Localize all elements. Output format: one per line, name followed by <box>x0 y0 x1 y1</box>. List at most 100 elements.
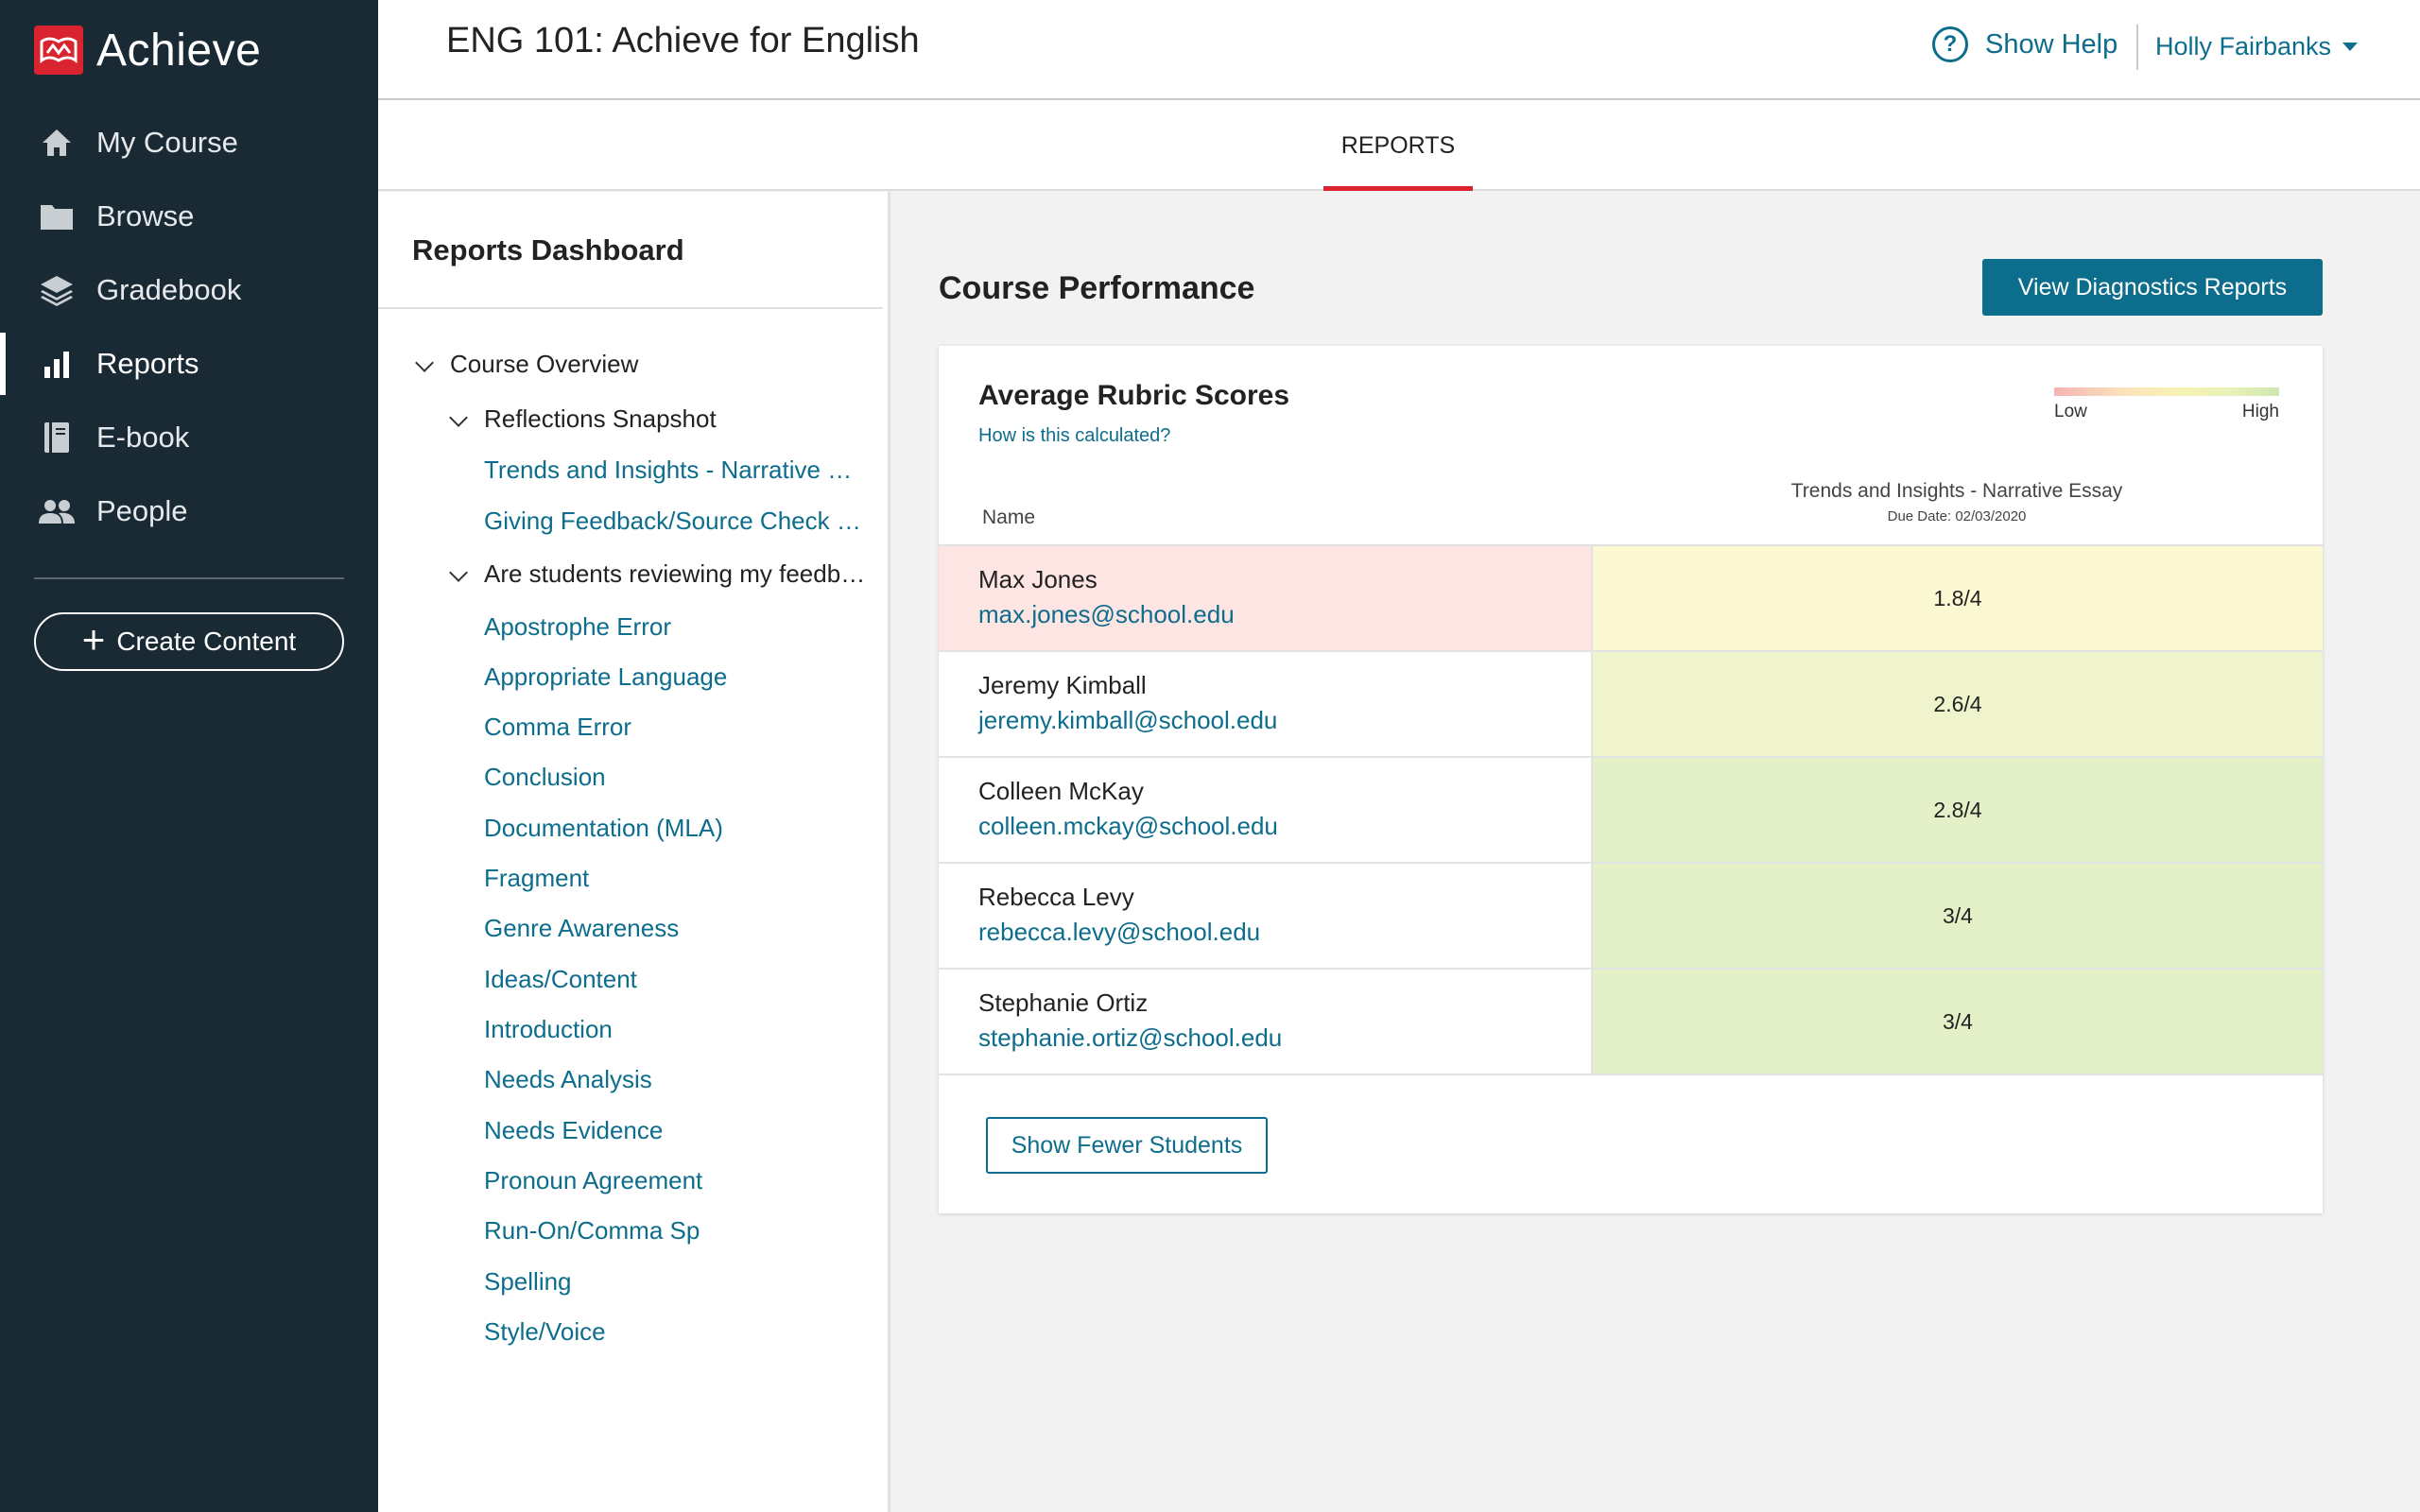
tree-link[interactable]: Style/Voice <box>484 1317 606 1346</box>
people-icon <box>38 492 76 530</box>
sidebar-item-my-course[interactable]: My Course <box>0 106 378 180</box>
course-performance-title: Course Performance <box>939 270 1255 306</box>
tree-link[interactable]: Conclusion <box>484 763 606 791</box>
student-cell: Rebecca Levy rebecca.levy@school.edu <box>939 864 1591 968</box>
tree-link[interactable]: Ideas/Content <box>484 965 637 993</box>
student-email-link[interactable]: rebecca.levy@school.edu <box>978 918 1261 946</box>
sidebar: Achieve My Course Browse Gradebook Repor… <box>0 0 378 1512</box>
student-name: Rebecca Levy <box>978 883 1134 911</box>
score-cell[interactable]: 3/4 <box>1591 864 2323 968</box>
panel-divider <box>378 307 883 309</box>
sidebar-item-label: Reports <box>96 347 199 380</box>
show-help-label: Show Help <box>1985 28 2118 60</box>
table-row: Jeremy Kimball jeremy.kimball@school.edu 2… <box>939 652 2323 758</box>
create-content-label: Create Content <box>116 627 297 656</box>
score-cell[interactable]: 2.6/4 <box>1591 652 2323 756</box>
show-fewer-students-button[interactable]: Show Fewer Students <box>986 1117 1268 1174</box>
score-cell[interactable]: 2.8/4 <box>1591 758 2323 862</box>
tree-feedback-group[interactable]: Are students reviewing my feedback? <box>484 559 866 588</box>
create-content-button[interactable]: + Create Content <box>34 612 344 671</box>
tab-bar: REPORTS <box>378 100 2420 191</box>
user-menu[interactable]: Holly Fairbanks <box>2155 32 2359 61</box>
name-column-header: Name <box>982 507 1036 528</box>
home-icon <box>38 124 76 162</box>
tab-label: REPORTS <box>1340 131 1456 159</box>
show-help-button[interactable]: ? Show Help <box>1932 26 2118 62</box>
tree-link-trends-insights[interactable]: Trends and Insights - Narrative Essay <box>484 455 866 484</box>
tree-link[interactable]: Run-On/Comma Sp <box>484 1216 700 1245</box>
assignment-column-header[interactable]: Trends and Insights - Narrative Essay Du… <box>1591 480 2323 524</box>
table-row: Rebecca Levy rebecca.levy@school.edu 3/4 <box>939 864 2323 970</box>
rubric-scores-card: Average Rubric Scores How is this calcul… <box>939 346 2323 1213</box>
table-row: Stephanie Ortiz stephanie.ortiz@school.ed… <box>939 970 2323 1075</box>
legend-gradient-bar <box>2054 387 2279 396</box>
score-cell[interactable]: 3/4 <box>1591 970 2323 1074</box>
folder-icon <box>38 198 76 235</box>
student-email-link[interactable]: colleen.mckay@school.edu <box>978 812 1278 840</box>
student-name: Jeremy Kimball <box>978 671 1147 699</box>
assignment-due-date: Due Date: 02/03/2020 <box>1887 508 2027 524</box>
reports-dashboard-panel: Reports Dashboard Course Overview Reflec… <box>378 192 890 1512</box>
tree-link[interactable]: Apostrophe Error <box>484 612 671 641</box>
sidebar-item-label: Gradebook <box>96 273 242 306</box>
sidebar-item-label: E-book <box>96 421 190 454</box>
sidebar-item-people[interactable]: People <box>0 474 378 548</box>
top-header: ENG 101: Achieve for English ? Show Help… <box>378 0 2420 100</box>
tab-reports[interactable]: REPORTS <box>1323 100 1473 191</box>
card-title: Average Rubric Scores <box>978 380 1290 411</box>
user-name: Holly Fairbanks <box>2155 32 2332 60</box>
student-cell: Stephanie Ortiz stephanie.ortiz@school.ed… <box>939 970 1591 1074</box>
tree-link[interactable]: Fragment <box>484 864 590 892</box>
tree-link[interactable]: Documentation (MLA) <box>484 814 723 842</box>
score-cell[interactable]: 1.8/4 <box>1591 546 2323 650</box>
student-cell: Jeremy Kimball jeremy.kimball@school.edu <box>939 652 1591 756</box>
help-icon: ? <box>1932 26 1968 62</box>
tree-reflections-snapshot[interactable]: Reflections Snapshot <box>484 404 717 433</box>
sidebar-item-gradebook[interactable]: Gradebook <box>0 253 378 327</box>
sidebar-divider <box>34 577 344 579</box>
how-calculated-link[interactable]: How is this calculated? <box>978 425 1171 446</box>
sidebar-nav: My Course Browse Gradebook Reports E-boo… <box>0 106 378 548</box>
student-name: Colleen McKay <box>978 777 1144 805</box>
view-diagnostics-button[interactable]: View Diagnostics Reports <box>1982 259 2323 316</box>
sidebar-item-reports[interactable]: Reports <box>0 327 378 401</box>
chevron-down-icon[interactable] <box>449 563 468 582</box>
assignment-title: Trends and Insights - Narrative Essay <box>1790 480 2123 502</box>
tree-course-overview[interactable]: Course Overview <box>450 350 639 378</box>
tree-link[interactable]: Needs Analysis <box>484 1065 652 1093</box>
logo-text: Achieve <box>96 25 262 76</box>
sidebar-item-label: My Course <box>96 126 238 159</box>
student-email-link[interactable]: jeremy.kimball@school.edu <box>978 706 1278 734</box>
table-divider <box>939 544 2323 546</box>
tree-link-giving-feedback[interactable]: Giving Feedback/Source Check - Reflectio… <box>484 507 866 535</box>
achieve-logo[interactable]: Achieve <box>34 25 261 76</box>
caret-down-icon <box>2342 43 2359 51</box>
table-row: Colleen McKay colleen.mckay@school.edu 2.8… <box>939 758 2323 864</box>
sidebar-item-label: People <box>96 494 188 527</box>
sidebar-item-label: Browse <box>96 199 195 232</box>
header-divider <box>2136 25 2138 70</box>
tree-link[interactable]: Introduction <box>484 1015 613 1043</box>
student-name: Max Jones <box>978 565 1098 593</box>
legend-high-label: High <box>2241 402 2279 421</box>
tree-link[interactable]: Appropriate Language <box>484 662 728 691</box>
sidebar-item-ebook[interactable]: E-book <box>0 401 378 474</box>
score-legend: Low High <box>2054 387 2279 422</box>
student-cell: Colleen McKay colleen.mckay@school.edu <box>939 758 1591 862</box>
tree-link[interactable]: Needs Evidence <box>484 1116 664 1144</box>
student-email-link[interactable]: stephanie.ortiz@school.edu <box>978 1023 1283 1052</box>
chevron-down-icon[interactable] <box>415 353 434 372</box>
legend-low-label: Low <box>2054 402 2087 421</box>
student-name: Stephanie Ortiz <box>978 988 1149 1017</box>
tree-link[interactable]: Comma Error <box>484 713 632 741</box>
chevron-down-icon[interactable] <box>449 408 468 427</box>
student-email-link[interactable]: max.jones@school.edu <box>978 600 1235 628</box>
student-cell: Max Jones max.jones@school.edu <box>939 546 1591 650</box>
sidebar-item-browse[interactable]: Browse <box>0 180 378 253</box>
tree-link[interactable]: Spelling <box>484 1267 572 1296</box>
bar-chart-icon <box>38 345 76 383</box>
course-title: ENG 101: Achieve for English <box>446 21 920 60</box>
tree-link[interactable]: Genre Awareness <box>484 914 680 942</box>
macmillan-logo-icon <box>34 26 83 75</box>
tree-link[interactable]: Pronoun Agreement <box>484 1166 703 1194</box>
